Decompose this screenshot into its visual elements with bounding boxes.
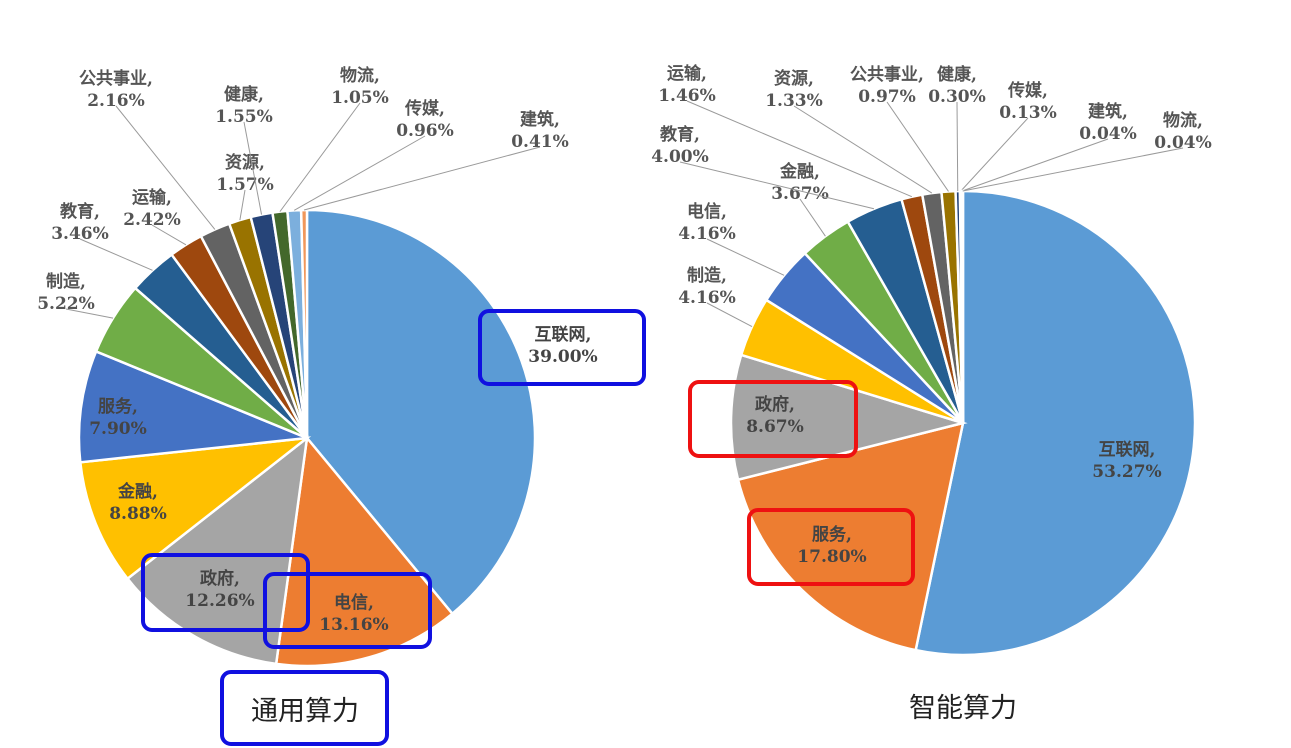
leader-line-education — [679, 161, 875, 210]
pie-slice-internet — [914, 189, 1197, 657]
slice-value-telecom: 4.16% — [678, 224, 736, 244]
pie-slice-finance — [78, 436, 312, 581]
leader-line-finance — [799, 198, 826, 237]
slice-label-education: 教育, — [659, 124, 700, 145]
slice-label-resources: 资源, — [774, 68, 814, 89]
chart-title-2: 智能算力 — [909, 693, 1017, 724]
pie-slice-government — [729, 353, 968, 482]
leader-line-manufacturing — [706, 302, 753, 328]
slice-label-government: 政府, — [200, 568, 240, 589]
slice-label-public-utilities: 公共事业, — [79, 69, 153, 89]
slice-value-internet: 53.27% — [1092, 462, 1161, 482]
slice-value-logistics: 1.05% — [331, 88, 389, 108]
slice-label-finance: 金融, — [117, 481, 158, 502]
slice-value-resources: 1.33% — [765, 91, 823, 111]
slice-value-finance: 3.67% — [771, 184, 829, 204]
slice-label-manufacturing: 制造, — [687, 265, 727, 286]
slice-label-government: 政府, — [755, 394, 795, 415]
leader-line-logistics — [962, 147, 1184, 192]
slice-label-services: 服务, — [98, 396, 138, 417]
slice-value-public-utilities: 0.97% — [858, 87, 916, 107]
slice-label-construction: 建筑, — [1088, 101, 1128, 122]
slice-value-logistics: 0.04% — [1154, 133, 1212, 153]
slice-value-transport: 2.42% — [123, 210, 181, 230]
highlight-box-1-3 — [263, 572, 432, 649]
pie-chart-intelligent-compute: 互联网,53.27%服务,17.80%政府,8.67%制造,4.16%电信,4.… — [651, 63, 1212, 657]
slice-value-construction: 0.41% — [511, 132, 569, 152]
slice-value-finance: 8.88% — [109, 504, 167, 524]
pie-slice-construction — [299, 208, 309, 439]
leader-line-public-utilities — [886, 101, 949, 192]
leader-line-transport — [151, 224, 187, 246]
highlight-box-1-2 — [141, 553, 310, 632]
slice-label-finance: 金融, — [779, 161, 820, 182]
leader-line-education — [79, 238, 153, 271]
slice-label-logistics: 物流, — [340, 65, 380, 86]
slice-value-media: 0.96% — [396, 121, 454, 141]
slice-value-education: 4.00% — [651, 147, 709, 167]
highlight-box-2-2 — [747, 508, 915, 586]
pie-chart-general-compute: 互联网,39.00% 电信,13.16% 政府,12.26% 金融,8.88% 服务,7… — [37, 65, 598, 668]
slice-value-construction: 0.04% — [1079, 124, 1137, 144]
slice-label-health: 健康, — [224, 84, 264, 105]
chart-title-1: 通用算力 — [251, 696, 359, 727]
leader-line-media — [960, 117, 1029, 192]
slice-label-transport: 运输, — [667, 63, 707, 84]
slice-label-internet: 互联网, — [535, 325, 592, 345]
slice-label-media: 传媒, — [404, 98, 445, 119]
slice-label-resources: 资源, — [225, 152, 265, 173]
leader-line-telecom — [706, 238, 785, 276]
slice-value-resources: 1.57% — [216, 175, 274, 195]
slice-label-logistics: 物流, — [1163, 110, 1203, 131]
leader-line-construction — [303, 146, 541, 211]
slice-label-transport: 运输, — [132, 187, 172, 208]
leader-line-manufacturing — [65, 308, 114, 319]
leader-line-resources — [239, 189, 246, 221]
slice-label-telecom: 电信, — [334, 592, 374, 613]
leader-line-logistics — [279, 102, 361, 212]
slice-label-health: 健康, — [937, 64, 977, 85]
leader-line-media — [294, 135, 426, 211]
slice-value-health: 1.55% — [215, 107, 273, 127]
pie-slice-logistics — [961, 189, 965, 424]
slice-label-media: 传媒, — [1007, 80, 1048, 101]
slice-value-government: 12.26% — [185, 591, 254, 611]
slice-label-manufacturing: 制造, — [46, 271, 86, 292]
slice-value-media: 0.13% — [999, 103, 1057, 123]
pie-slice-government — [125, 435, 309, 666]
pie-slice-telecom — [274, 435, 455, 668]
leader-line-health — [956, 101, 959, 192]
leader-line-construction — [961, 138, 1109, 192]
slice-value-internet: 39.00% — [528, 347, 597, 367]
pie-slice-services — [736, 421, 965, 652]
slice-label-internet: 互联网, — [1099, 440, 1156, 460]
slice-value-education: 3.46% — [51, 224, 109, 244]
leader-line-public-utilities — [115, 105, 216, 230]
chart-titles: 通用算力 智能算力 — [251, 693, 1017, 727]
slice-label-education: 教育, — [59, 201, 100, 222]
leader-line-health — [243, 121, 263, 215]
slice-value-public-utilities: 2.16% — [87, 91, 145, 111]
slice-value-services: 7.90% — [89, 419, 147, 439]
slice-value-services: 17.80% — [797, 547, 866, 567]
slice-value-government: 8.67% — [746, 417, 804, 437]
highlight-box-1-1 — [478, 309, 646, 386]
slice-label-public-utilities: 公共事业, — [850, 65, 924, 85]
slice-value-transport: 1.46% — [658, 86, 716, 106]
highlight-boxes — [141, 309, 915, 746]
slice-value-telecom: 13.16% — [319, 615, 388, 635]
slice-label-construction: 建筑, — [520, 109, 560, 130]
leader-line-resources — [793, 105, 933, 194]
highlight-box-1-4 — [220, 670, 389, 746]
highlight-box-2-1 — [688, 380, 858, 458]
slice-value-manufacturing: 4.16% — [678, 288, 736, 308]
pie-slice-services — [77, 349, 308, 464]
slice-value-health: 0.30% — [928, 87, 986, 107]
pie-slice-internet — [305, 208, 537, 616]
slice-label-telecom: 电信, — [687, 201, 727, 222]
slice-value-manufacturing: 5.22% — [37, 294, 95, 314]
slice-label-services: 服务, — [812, 524, 852, 545]
leader-line-transport — [686, 100, 913, 198]
